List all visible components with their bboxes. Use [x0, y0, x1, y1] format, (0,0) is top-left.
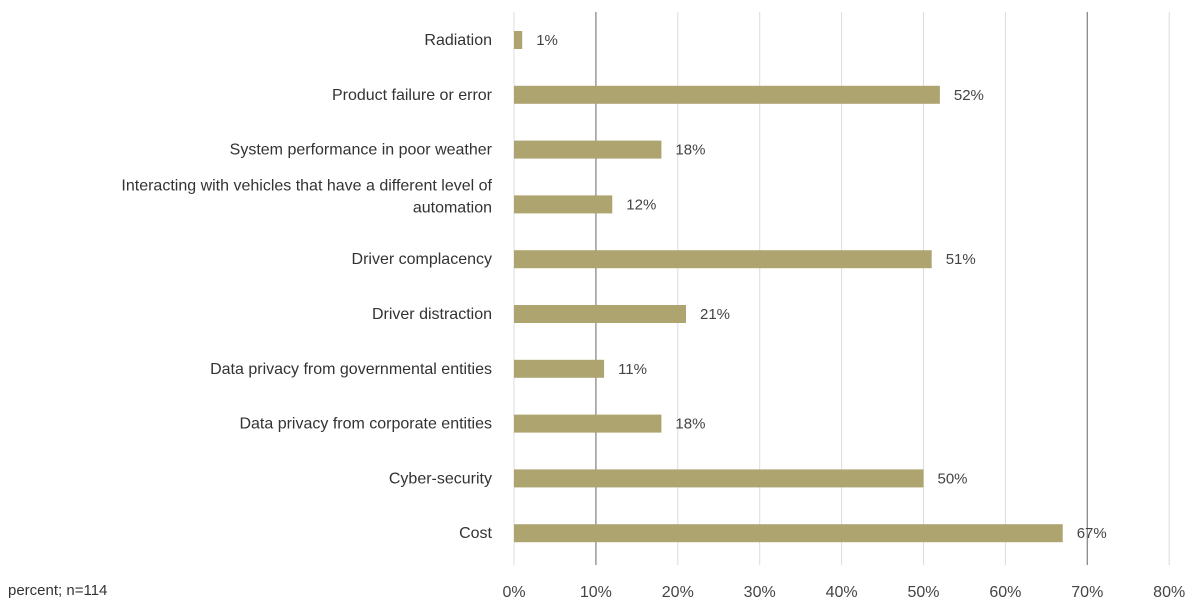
category-label: System performance in poor weather	[230, 142, 493, 159]
x-axis-tick-labels: 0% 10% 20% 30% 40% 50% 60% 70% 80%	[502, 584, 1185, 601]
x-tick-label: 40%	[826, 584, 858, 601]
x-tick-label: 70%	[1071, 584, 1103, 601]
category-label: Driver distraction	[372, 306, 492, 323]
category-label: Product failure or error	[332, 87, 493, 104]
bar	[514, 195, 613, 214]
x-tick-label: 30%	[744, 584, 776, 601]
value-label: 18%	[675, 416, 705, 433]
category-label: Data privacy from corporate entities	[239, 416, 492, 433]
value-label: 51%	[946, 251, 976, 268]
bar	[514, 359, 605, 378]
category-label: Data privacy from governmental entities	[210, 361, 492, 378]
x-tick-label: 0%	[502, 584, 525, 601]
bar	[514, 414, 662, 433]
x-tick-label: 50%	[907, 584, 939, 601]
value-label: 18%	[675, 142, 705, 159]
bar	[514, 469, 924, 488]
x-tick-label: 80%	[1153, 584, 1185, 601]
value-label: 21%	[700, 306, 730, 323]
category-labels: Radiation Product failure or error System …	[121, 32, 492, 542]
category-label-line: automation	[413, 199, 492, 216]
value-labels: 1% 52% 18% 12% 51% 21% 11% 18% 50% 67%	[536, 32, 1107, 542]
category-label: Radiation	[424, 32, 492, 49]
category-label-line: Interacting with vehicles that have a di…	[121, 177, 492, 194]
category-label: Driver complacency	[352, 251, 492, 268]
value-label: 11%	[618, 361, 647, 378]
x-tick-label: 10%	[580, 584, 612, 601]
value-label: 12%	[626, 196, 656, 213]
x-tick-label: 20%	[662, 584, 694, 601]
category-label: Cyber-security	[389, 470, 492, 487]
category-label: Interacting with vehicles that have a di…	[121, 177, 492, 216]
category-label: Cost	[459, 525, 492, 542]
value-label: 50%	[938, 470, 968, 487]
bar	[514, 250, 932, 269]
x-tick-label: 60%	[989, 584, 1021, 601]
bar	[514, 305, 686, 323]
value-label: 1%	[536, 32, 558, 49]
sample-note: percent; n=114	[8, 582, 108, 599]
bars	[514, 31, 1063, 543]
value-label: 67%	[1077, 525, 1107, 542]
bar	[514, 85, 940, 104]
bar	[514, 140, 662, 159]
bar	[514, 524, 1063, 543]
value-label: 52%	[954, 87, 984, 104]
gridlines	[513, 12, 1170, 565]
bar	[514, 31, 523, 49]
